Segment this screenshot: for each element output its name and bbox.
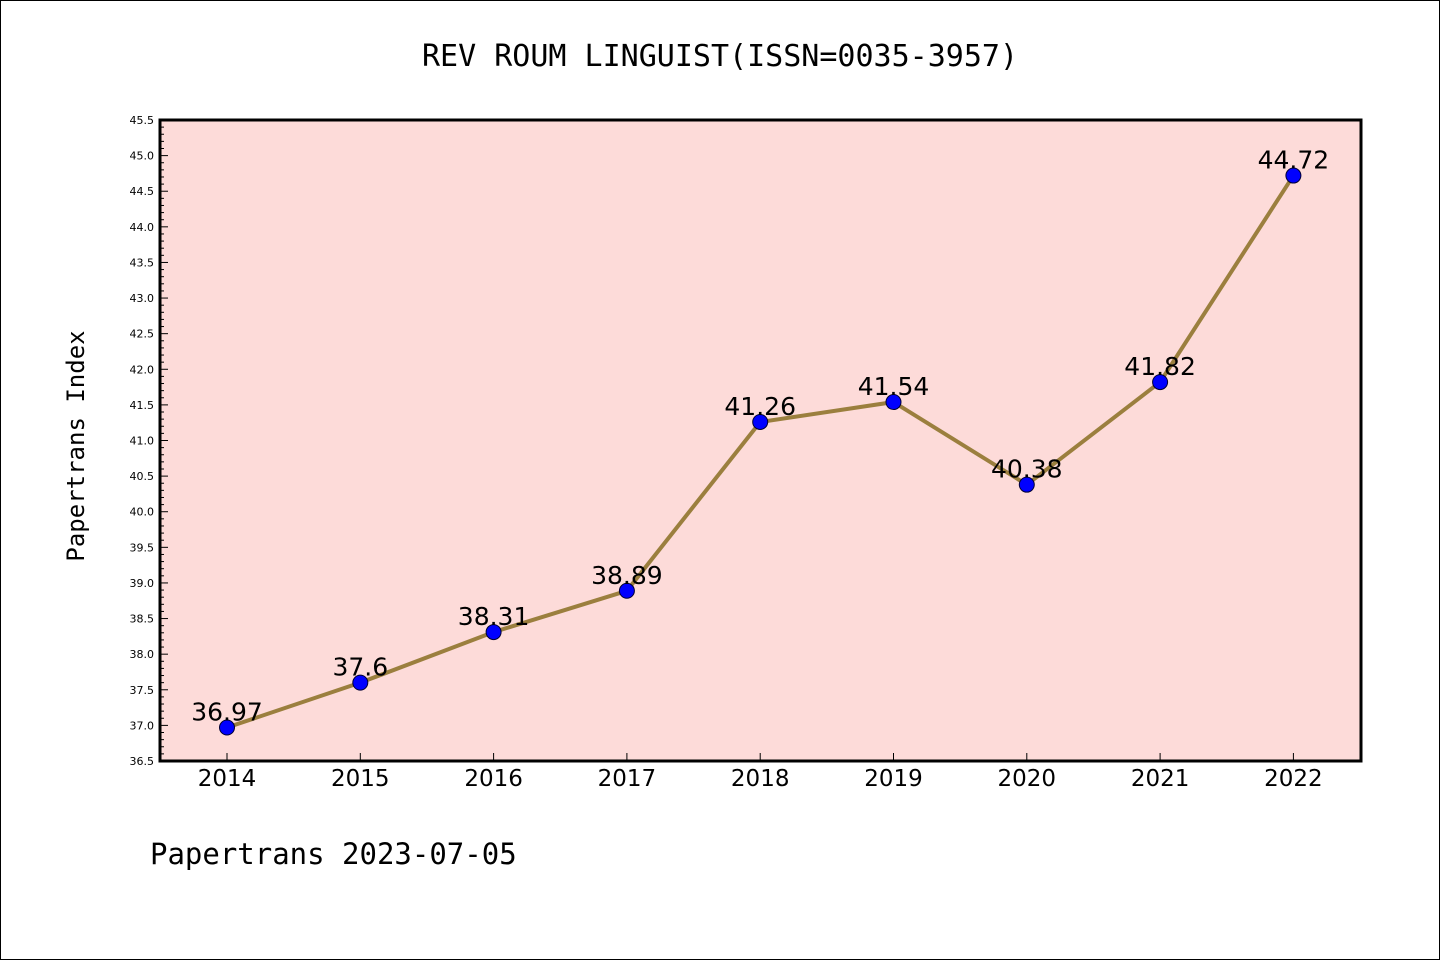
x-tick-label: 2019 xyxy=(864,766,923,792)
plot-area xyxy=(160,120,1361,761)
y-axis-label: Papertrans Index xyxy=(62,330,90,561)
x-tick-label: 2022 xyxy=(1264,766,1323,792)
y-tick-label: 40.0 xyxy=(130,506,155,519)
data-label: 36.97 xyxy=(191,698,263,727)
y-tick-label: 42.0 xyxy=(130,363,155,376)
data-label: 38.89 xyxy=(591,561,663,590)
data-point xyxy=(1285,167,1302,184)
data-label: 37.6 xyxy=(332,653,388,682)
series-line: 36.97 37.6 38.31 38.89 41.26 41.54 40.38 41.82 4… xyxy=(191,146,1330,736)
x-axis: 2014 2015 2016 2017 2018 2019 2020 2021 2022 xyxy=(198,753,1323,792)
data-point xyxy=(219,719,235,736)
y-tick-label: 38.0 xyxy=(130,648,155,661)
plot-border xyxy=(158,118,1363,763)
data-point xyxy=(485,624,502,641)
chart-title: REV ROUM LINGUIST(ISSN=0035-3957) xyxy=(422,39,1018,74)
data-point xyxy=(618,582,635,599)
y-tick-label: 45.0 xyxy=(130,150,155,163)
x-tick-label: 2017 xyxy=(598,766,657,792)
data-point xyxy=(1018,476,1035,493)
x-tick-label: 2020 xyxy=(998,766,1057,792)
data-point xyxy=(1152,374,1169,391)
y-tick-label: 43.5 xyxy=(130,256,155,269)
y-tick-label: 37.5 xyxy=(130,684,155,697)
data-label: 41.82 xyxy=(1124,352,1196,381)
y-tick-label: 40.5 xyxy=(130,470,155,483)
y-tick-label: 39.0 xyxy=(130,577,155,590)
data-point xyxy=(885,394,902,411)
y-tick-label: 38.5 xyxy=(130,613,155,626)
y-tick-label: 43.0 xyxy=(130,292,155,305)
data-label: 41.26 xyxy=(724,392,796,421)
data-point xyxy=(352,674,369,691)
y-axis: 36.5 37.0 37.5 38.0 38.5 39.0 39.5 40.0 40.5 41.0… xyxy=(130,114,168,768)
y-tick-label: 42.5 xyxy=(130,328,155,341)
y-tick-label: 41.0 xyxy=(130,435,155,448)
footer-date-stamp: Papertrans 2023-07-05 xyxy=(150,837,517,871)
x-tick-label: 2014 xyxy=(198,766,257,792)
x-tick-label: 2015 xyxy=(331,766,390,792)
data-label: 38.31 xyxy=(458,602,530,631)
data-label: 44.72 xyxy=(1258,146,1330,175)
y-tick-label: 36.5 xyxy=(130,755,155,768)
x-tick-label: 2016 xyxy=(464,766,523,792)
data-point xyxy=(752,413,769,430)
x-tick-label: 2021 xyxy=(1131,766,1190,792)
data-label: 40.38 xyxy=(991,455,1063,484)
y-tick-label: 39.5 xyxy=(130,541,155,554)
data-label: 41.54 xyxy=(858,372,930,401)
y-tick-label: 37.0 xyxy=(130,719,155,732)
x-tick-label: 2018 xyxy=(731,766,790,792)
y-tick-label: 44.0 xyxy=(130,221,155,234)
y-tick-label: 44.5 xyxy=(130,185,155,198)
y-tick-label: 41.5 xyxy=(130,399,155,412)
y-tick-label: 45.5 xyxy=(130,114,155,127)
